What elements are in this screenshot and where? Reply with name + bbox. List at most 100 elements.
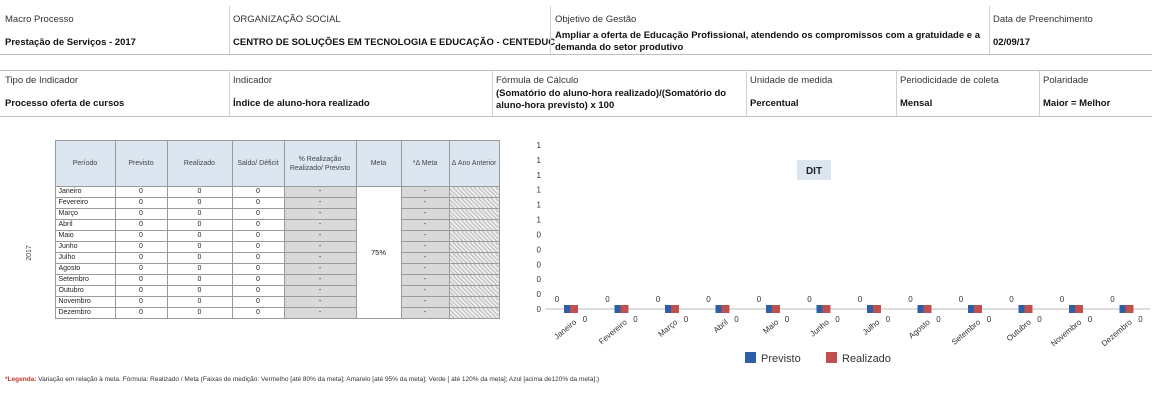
previsto-data-label: 0 [908,295,913,304]
delta-meta-cell: - [400,208,450,220]
saldo-cell: 0 [231,230,285,242]
data-preenchimento-label: Data de Preenchimento [993,14,1093,25]
organizacao-label: ORGANIZAÇÃO SOCIAL [233,14,341,25]
realizado-cell: 0 [166,263,233,275]
realizado-data-label: 0 [1088,315,1093,324]
header-divider-1 [0,54,1152,55]
header-divider-3 [0,116,1152,117]
realizacao-cell: - [283,197,357,209]
unidade-label: Unidade de medida [750,75,833,86]
saldo-cell: 0 [231,296,285,308]
realizado-data-label: 0 [633,315,638,324]
header-col-divider [550,6,551,54]
footnote: *Legenda: Variação em relação à meta. Fó… [5,376,599,383]
delta-meta-cell: - [400,230,450,242]
delta-meta-cell: - [400,307,450,319]
delta-meta-cell: - [400,263,450,275]
indicator-col-divider [896,70,897,116]
previsto-point [917,305,926,313]
x-tick-label: Novembro [1049,317,1083,348]
realizacao-cell: - [283,296,357,308]
y-tick-label: 0 [537,230,542,239]
col-periodo: Período [54,140,116,187]
col-realizado: Realizado [166,140,233,187]
previsto-data-label: 0 [858,295,863,304]
delta-ano-cell [448,307,500,319]
table-row: Maio 0 0 0- - [5,230,500,242]
realizado-data-label: 0 [734,315,739,324]
year-cell: 2017 [5,186,56,319]
realizacao-cell: - [283,285,357,297]
y-tick-label: 1 [537,201,542,210]
month-cell: Agosto [54,263,116,275]
realizado-data-label: 0 [684,315,689,324]
realizado-point [923,305,932,313]
header-col-divider [229,6,230,54]
realizado-data-label: 0 [785,315,790,324]
x-tick-label: Abril [712,318,730,335]
previsto-cell: 0 [114,296,168,308]
realizacao-cell: - [283,252,357,264]
delta-ano-cell [448,296,500,308]
saldo-cell: 0 [231,307,285,319]
previsto-cell: 0 [114,263,168,275]
month-cell: Dezembro [54,307,116,319]
delta-ano-cell [448,230,500,242]
formula-value: (Somatório do aluno-hora realizado)/(Som… [496,88,727,111]
header-divider-2 [0,70,1152,71]
realizado-data-label: 0 [583,315,588,324]
delta-ano-cell [448,285,500,297]
month-cell: Fevereiro [54,197,116,209]
realizacao-cell: - [283,208,357,220]
table-row: Julho 0 0 0- - [5,252,500,264]
previsto-data-label: 0 [555,295,560,304]
realizado-point [721,305,730,313]
previsto-point [867,305,875,313]
y-tick-label: 0 [537,275,542,284]
table-row: Abril 0 0 0- - [5,219,500,231]
indicator-col-divider [492,70,493,116]
header-col-divider [989,6,990,54]
previsto-data-label: 0 [1009,295,1014,304]
indicador-value: Índice de aluno-hora realizado [233,98,370,109]
realizado-cell: 0 [166,219,233,231]
realizado-cell: 0 [166,274,233,286]
month-cell: Janeiro [54,186,116,198]
col-previsto: Previsto [114,140,168,187]
table-row: Fevereiro 0 0 0- - [5,197,500,209]
legend-realizado-label: Realizado [842,353,891,365]
previsto-data-label: 0 [605,295,610,304]
delta-ano-cell [448,274,500,286]
previsto-data-label: 0 [706,295,711,304]
periodicidade-label: Periodicidade de coleta [900,75,999,86]
previsto-point [665,305,673,313]
realizado-point [1125,305,1134,313]
unidade-value: Percentual [750,98,799,109]
col-saldo: Saldo/ Déficit [231,140,285,187]
y-tick-label: 0 [537,245,542,254]
delta-meta-cell: - [400,197,450,209]
delta-meta-cell: - [400,252,450,264]
previsto-point [1119,305,1128,313]
data-preenchimento-value: 02/09/17 [993,37,1030,48]
realizado-cell: 0 [166,285,233,297]
indicator-col-divider [746,70,747,116]
organizacao-value: CENTRO DE SOLUÇÕES EM TECNOLOGIA E EDUCA… [233,37,556,48]
realizacao-cell: - [283,241,357,253]
delta-meta-cell: - [400,186,450,198]
footnote-bold: *Legenda: [5,376,37,383]
realizado-cell: 0 [166,197,233,209]
previsto-point [968,305,976,313]
realizado-cell: 0 [166,230,233,242]
realizado-data-label: 0 [936,315,941,324]
realizado-point [873,305,881,313]
monthly-table: Período Previsto Realizado Saldo/ Défici… [5,140,500,319]
x-tick-label: Setembro [950,317,983,347]
table-row: Agosto 0 0 0- - [5,263,500,275]
table-header-row: Período Previsto Realizado Saldo/ Défici… [5,140,500,187]
tipo-indicador-value: Processo oferta de cursos [5,98,125,109]
previsto-data-label: 0 [1060,295,1065,304]
realizado-point [974,305,982,313]
delta-ano-cell [448,219,500,231]
macro-processo-label: Macro Processo [5,14,74,25]
